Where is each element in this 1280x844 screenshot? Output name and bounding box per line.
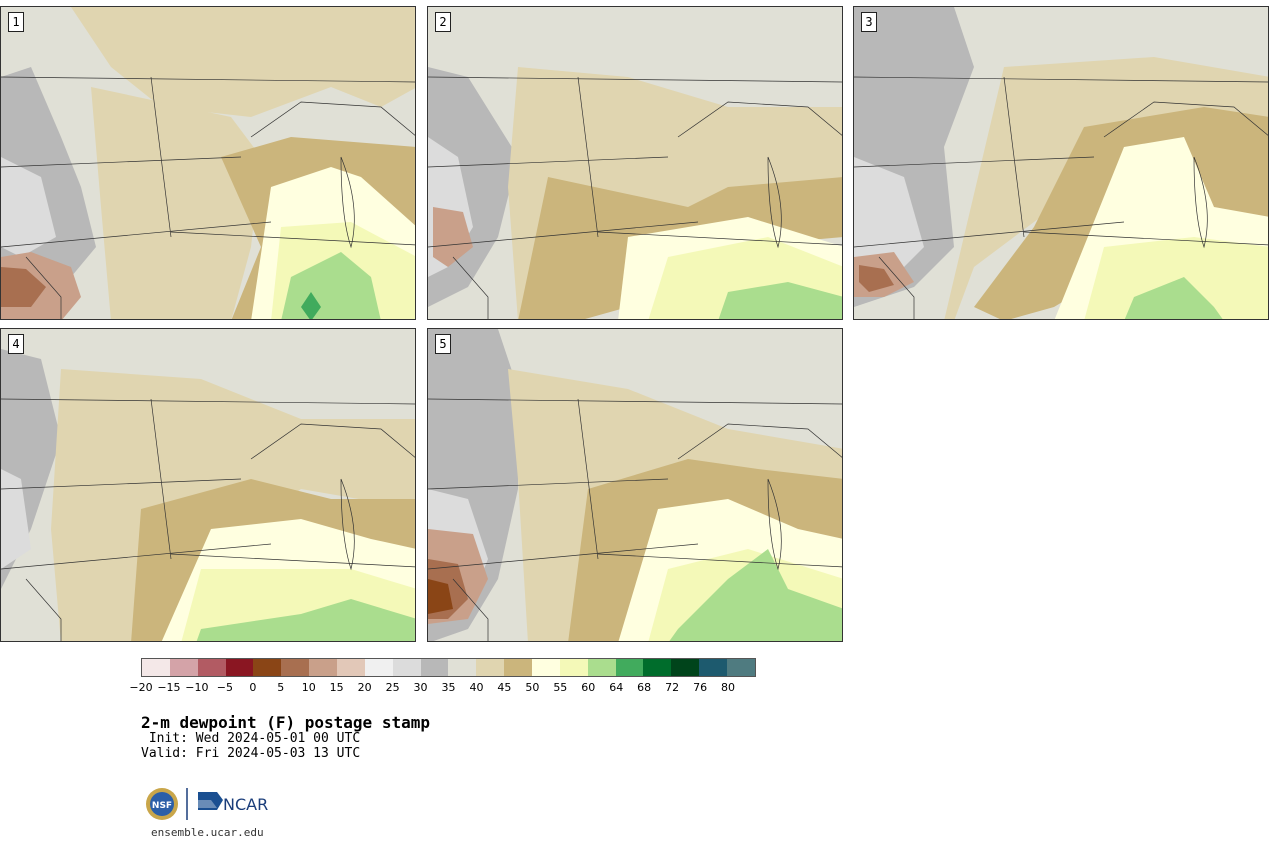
colorbar-swatch [253, 659, 282, 676]
site-url: ensemble.ucar.edu [151, 826, 264, 839]
colorbar-tick-label: 15 [329, 681, 344, 694]
colorbar-swatch [420, 659, 449, 676]
ncar-logo-text: NCAR [223, 795, 268, 814]
colorbar [141, 658, 756, 677]
logos: NSF NCAR [145, 786, 275, 822]
init-time: Init: Wed 2024-05-01 00 UTC [141, 731, 361, 746]
colorbar-tick-label: 5 [277, 681, 285, 694]
colorbar-tick-label: 40 [469, 681, 484, 694]
colorbar-tick-label: 50 [525, 681, 540, 694]
colorbar-tick-label: 64 [609, 681, 624, 694]
colorbar-tick-label: −5 [216, 681, 233, 694]
colorbar-tick-label: 55 [553, 681, 568, 694]
colorbar-swatch [671, 659, 700, 676]
colorbar-tick-label: 60 [581, 681, 596, 694]
colorbar-tick-label: 20 [357, 681, 372, 694]
colorbar-swatch [309, 659, 338, 676]
nsf-logo-text: NSF [152, 801, 172, 811]
colorbar-swatch [727, 659, 755, 676]
colorbar-tick-label: 76 [693, 681, 708, 694]
colorbar-swatch [364, 659, 393, 676]
colorbar-tick-label: 35 [441, 681, 456, 694]
plot-title: 2-m dewpoint (F) postage stamp [141, 713, 430, 732]
member-label: 2 [435, 12, 451, 32]
nsf-ncar-logo: NSF NCAR [146, 788, 268, 820]
member-label: 5 [435, 334, 451, 354]
map-panel-5: 5 [427, 328, 843, 642]
colorbar-tick-label: 72 [665, 681, 680, 694]
colorbar-swatch [559, 659, 588, 676]
colorbar-tick-label: −10 [185, 681, 209, 694]
dewpoint-map [1, 7, 415, 319]
member-label: 3 [861, 12, 877, 32]
colorbar-swatch [142, 659, 170, 676]
colorbar-swatch [643, 659, 672, 676]
colorbar-swatch [448, 659, 477, 676]
colorbar-swatch [225, 659, 254, 676]
colorbar-swatch [504, 659, 533, 676]
map-panel-2: 2 [427, 6, 843, 320]
colorbar-swatch [337, 659, 365, 676]
map-panel-4: 4 [0, 328, 416, 642]
colorbar-tick-label: 10 [301, 681, 316, 694]
colorbar-tick-label: 30 [413, 681, 428, 694]
colorbar-tick-label: 45 [497, 681, 512, 694]
colorbar-tick-label: 0 [249, 681, 257, 694]
colorbar-swatch [169, 659, 198, 676]
colorbar-swatch [615, 659, 644, 676]
colorbar-tick-label: 25 [385, 681, 400, 694]
dewpoint-map [854, 7, 1268, 319]
colorbar-swatch [532, 659, 560, 676]
colorbar-swatch [587, 659, 616, 676]
dewpoint-map [428, 329, 842, 641]
colorbar-swatch [392, 659, 421, 676]
colorbar-swatch [699, 659, 728, 676]
colorbar-swatch [281, 659, 310, 676]
map-panel-3: 3 [853, 6, 1269, 320]
valid-time: Valid: Fri 2024-05-03 13 UTC [141, 746, 361, 761]
colorbar-tick-label: 68 [637, 681, 652, 694]
colorbar-tick-label: −20 [129, 681, 153, 694]
member-label: 4 [8, 334, 24, 354]
colorbar-swatch [197, 659, 226, 676]
colorbar-ticks: −20 −15 −10 −5 0 5 10 15 20 25 30 35 40 45 50 55 60 64 68 7… [129, 681, 756, 695]
dewpoint-map [428, 7, 842, 319]
dewpoint-map [1, 329, 415, 641]
member-label: 1 [8, 12, 24, 32]
colorbar-swatch [476, 659, 505, 676]
colorbar-tick-label: 80 [721, 681, 736, 694]
colorbar-tick-label: −15 [157, 681, 181, 694]
map-panel-1: 1 [0, 6, 416, 320]
